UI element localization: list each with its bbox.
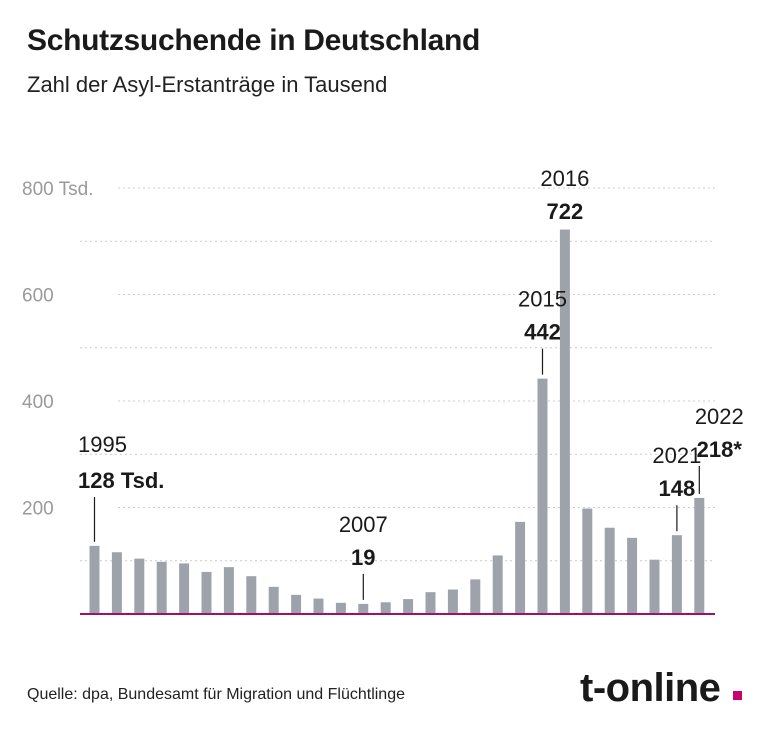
bar-2010 xyxy=(425,592,436,614)
bar-2013 xyxy=(492,555,503,614)
annotation-year-1995: 1995 xyxy=(78,432,127,457)
bar-1995 xyxy=(89,545,100,614)
y-axis-ticks: 200 400 600 800 Tsd. xyxy=(22,179,93,520)
chart-title: Schutzsuchende in Deutschland xyxy=(27,24,481,57)
bar-2011 xyxy=(447,589,458,614)
bar-2004 xyxy=(291,594,302,614)
bar-2014 xyxy=(515,521,526,614)
bar-2003 xyxy=(268,586,279,614)
bar-2009 xyxy=(403,599,414,614)
bar-1998 xyxy=(156,561,167,614)
y-tick-label: 800 Tsd. xyxy=(22,179,93,200)
bar-2012 xyxy=(470,579,481,614)
bar-2015 xyxy=(537,378,548,614)
bar-1997 xyxy=(134,558,145,614)
bar-2001 xyxy=(223,567,234,614)
y-tick-label: 400 xyxy=(22,392,54,413)
bar-2018 xyxy=(604,527,615,614)
y-tick-label: 600 xyxy=(22,286,54,307)
bar-2022 xyxy=(694,497,705,614)
bar-2020 xyxy=(649,559,660,614)
annotation-value-1995: 128 Tsd. xyxy=(78,468,164,493)
bar-2002 xyxy=(246,576,257,614)
annotation-value-2016: 722 xyxy=(547,199,584,224)
source-note: Quelle: dpa, Bundesamt für Migration und… xyxy=(27,686,405,703)
bar-2008 xyxy=(380,602,391,614)
chart-subtitle: Zahl der Asyl-Erstanträge in Tausend xyxy=(27,72,388,97)
bar-2019 xyxy=(627,537,638,614)
annotation-value-2021: 148 xyxy=(659,476,696,501)
annotation-year-2007: 2007 xyxy=(339,512,388,537)
annotation-value-2015: 442 xyxy=(524,320,561,345)
annotation-value-2022: 218* xyxy=(697,437,743,462)
annotation-year-2022: 2022 xyxy=(695,404,744,429)
y-tick-label: 200 xyxy=(22,499,54,520)
logo-dot xyxy=(733,691,742,700)
bar-2017 xyxy=(582,508,593,614)
annotation-year-2016: 2016 xyxy=(540,166,589,191)
bar-1999 xyxy=(179,563,190,614)
annotation-value-2007: 19 xyxy=(351,545,375,570)
annotation-year-2021: 2021 xyxy=(652,443,701,468)
t-online-logo: t-online xyxy=(580,666,721,710)
bars xyxy=(89,229,705,614)
bar-2005 xyxy=(313,598,324,614)
bar-2006 xyxy=(335,602,346,614)
bar-2000 xyxy=(201,571,212,614)
bar-1996 xyxy=(111,552,122,614)
bar-2016 xyxy=(559,229,570,614)
annotation-year-2015: 2015 xyxy=(518,287,567,312)
bar-2021 xyxy=(671,535,682,614)
bar-2007 xyxy=(358,603,369,614)
gridlines xyxy=(80,187,715,562)
